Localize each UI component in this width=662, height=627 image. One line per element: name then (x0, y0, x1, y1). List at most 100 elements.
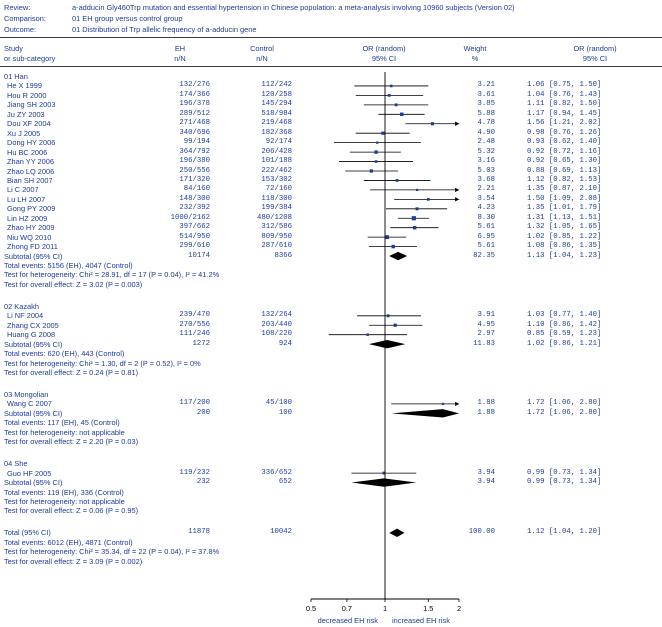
header-bottom-rule (0, 66, 662, 67)
group-title: 02 Kazakh (4, 301, 39, 311)
xlabel-left: decreased EH risk (317, 616, 378, 625)
control-value: 287/610 (261, 242, 292, 251)
study-marker (366, 333, 369, 336)
weight-value: 3.85 (477, 100, 495, 109)
total-label: Total (95% CI) (4, 528, 51, 538)
study-marker (395, 179, 399, 182)
study-marker (415, 207, 419, 211)
study-name: Li NF 2004 (7, 311, 44, 321)
or-ci-value: 0.92 [0.72, 1.16] (527, 147, 602, 156)
study-marker (394, 103, 398, 107)
weight-value: 6.95 (477, 232, 495, 241)
weight-value: 1.88 (477, 399, 495, 408)
study-marker (430, 122, 435, 126)
or-ci-value: 1.56 [1.21, 2.02] (527, 119, 602, 128)
study-name: Hu BC 2006 (7, 147, 48, 157)
study-name: Zhao HY 2009 (7, 223, 55, 233)
or-ci-value: 0.98 [0.76, 1.26] (527, 128, 602, 137)
study-marker (387, 94, 391, 97)
group-note: Test for heterogeneity: Chi² = 1.30, df … (4, 358, 201, 368)
col-eh-nn: n/N (174, 54, 186, 63)
x-tick-label: 2 (456, 604, 462, 613)
control-value: 480/1208 (256, 213, 292, 222)
weight-value: 4.95 (477, 320, 495, 329)
study-marker (393, 323, 397, 327)
control-value: 118/300 (261, 194, 292, 203)
or-ci-value: 0.99 [0.73, 1.34] (527, 468, 602, 477)
group-title: 03 Mongolian (4, 389, 49, 399)
pooled-diamond (368, 339, 406, 349)
header-top-rule (0, 37, 662, 38)
weight-value: 3.94 (477, 468, 495, 477)
control-value: 112/242 (261, 81, 292, 90)
weight-value: 2.97 (477, 330, 495, 339)
eh-value: 132/276 (179, 81, 210, 90)
weight-total: 3.94 (477, 478, 495, 487)
group-note: Test for overall effect: Z = 3.02 (P = 0… (4, 279, 143, 289)
x-tick-label: 0.7 (341, 604, 353, 613)
study-marker (411, 216, 416, 221)
col-or-random: OR (random) (362, 44, 406, 53)
group-note: Total events: 117 (EH), 45 (Control) (4, 418, 120, 428)
eh-value: 119/232 (179, 468, 210, 477)
control-value: 219/468 (261, 119, 292, 128)
x-tick-label: 1.5 (423, 604, 434, 613)
total-note: Test for heterogeneity: Chi² = 35.34, df… (4, 547, 220, 557)
weight-value: 2.48 (477, 138, 495, 147)
control-total: 652 (278, 478, 292, 487)
ci-arrow (455, 121, 460, 126)
control-total: 10042 (270, 528, 292, 537)
study-marker (374, 150, 378, 154)
eh-value: 171/320 (179, 175, 210, 184)
study-name: Wang C 2007 (7, 399, 52, 409)
eh-value: 99/194 (183, 138, 210, 147)
control-value: 92/174 (265, 138, 292, 147)
group-note: Total events: 620 (EH), 443 (Control) (4, 349, 125, 359)
study-name: Dong HY 2006 (7, 138, 56, 148)
col-control: Control (250, 44, 274, 53)
or-ci-value: 1.03 [0.77, 1.40] (527, 311, 602, 320)
subtotal-label: Subtotal (95% CI) (4, 339, 63, 349)
weight-value: 3.91 (477, 311, 495, 320)
review-title: a-adducin Gly460Trp mutation and essenti… (72, 3, 515, 12)
or-ci-value: 0.85 [0.59, 1.23] (527, 330, 602, 339)
or-ci-value: 1.35 [0.87, 2.10] (527, 185, 602, 194)
subtotal-label: Subtotal (95% CI) (4, 478, 63, 488)
weight-value: 3.54 (477, 194, 495, 203)
pooled-diamond (391, 409, 460, 418)
eh-value: 174/366 (179, 90, 210, 99)
total-note: Test for overall effect: Z = 3.09 (P = 0… (4, 556, 143, 566)
study-name: Li C 2007 (7, 185, 39, 195)
total-note: Total events: 6012 (EH), 4871 (Control) (4, 537, 133, 547)
weight-total: 100.00 (468, 528, 495, 537)
weight-value: 5.03 (477, 166, 495, 175)
outcome-label: Outcome: (4, 25, 37, 34)
pooled-diamond (389, 251, 408, 261)
eh-value: 239/470 (179, 311, 210, 320)
or-ci-total: 1.13 [1.04, 1.23] (527, 251, 602, 260)
subtotal-label: Subtotal (95% CI) (4, 251, 63, 261)
ci-arrow (455, 187, 460, 193)
study-name: Zhang CX 2005 (7, 320, 59, 330)
study-name: Gong PY 2009 (7, 204, 56, 214)
control-total: 100 (278, 408, 292, 417)
study-name: Lu LH 2007 (7, 194, 46, 204)
weight-value: 3.61 (477, 90, 495, 99)
ci-arrow (455, 197, 460, 202)
eh-value: 270/556 (179, 320, 210, 329)
col-orci-ci: 95% CI (582, 54, 608, 63)
study-name: Zhan YY 2006 (7, 157, 54, 167)
eh-value: 196/380 (179, 157, 210, 166)
or-ci-total: 1.72 [1.06, 2.80] (527, 408, 602, 417)
weight-value: 4.23 (477, 204, 495, 213)
eh-value: 1000/2162 (170, 213, 210, 222)
eh-total: 200 (196, 408, 210, 417)
study-marker (391, 244, 395, 249)
study-name: Guo HF 2005 (7, 468, 52, 478)
group-note: Test for heterogeneity: not applicable (4, 427, 125, 437)
group-note: Test for overall effect: Z = 0.24 (P = 0… (4, 368, 139, 377)
outcome-value: 01 Distribution of Trp allelic frequency… (72, 25, 257, 34)
study-name: Niu WQ 2010 (7, 232, 52, 242)
eh-value: 340/696 (179, 128, 210, 137)
control-value: 199/384 (261, 204, 292, 213)
